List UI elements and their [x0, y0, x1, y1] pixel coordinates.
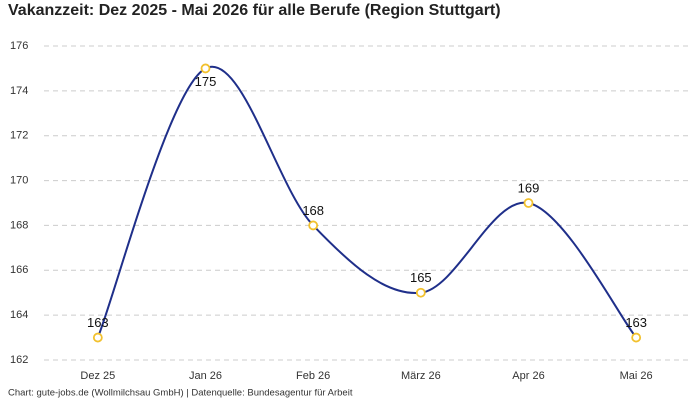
- value-label: 163: [625, 315, 647, 330]
- marker: [200, 63, 211, 74]
- value-label: 165: [410, 270, 432, 285]
- y-tick-label: 168: [10, 219, 28, 231]
- marker: [631, 332, 642, 343]
- value-label: 168: [302, 203, 324, 218]
- x-tick-label: Mai 26: [620, 370, 653, 382]
- y-tick-label: 164: [10, 309, 28, 321]
- marker: [308, 220, 319, 231]
- marker: [415, 287, 426, 298]
- chart-title: Vakanzzeit: Dez 2025 - Mai 2026 für alle…: [8, 2, 501, 19]
- value-label: 163: [87, 315, 109, 330]
- source-note: Chart: gute-jobs.de (Wollmilchsau GmbH) …: [8, 388, 353, 399]
- y-tick-label: 162: [10, 354, 28, 366]
- x-tick-label: Apr 26: [512, 370, 544, 382]
- marker: [523, 198, 534, 208]
- x-tick-label: Feb 26: [296, 370, 330, 382]
- x-tick-label: März 26: [401, 370, 441, 382]
- x-tick-label: Dez 25: [80, 370, 115, 382]
- y-tick-label: 176: [10, 40, 28, 52]
- marker: [92, 332, 103, 343]
- y-tick-label: 170: [10, 174, 28, 186]
- value-label: 169: [518, 180, 540, 195]
- y-tick-label: 172: [10, 130, 28, 142]
- value-label: 175: [195, 74, 217, 89]
- y-tick-label: 174: [10, 85, 28, 97]
- x-tick-label: Jan 26: [189, 370, 222, 382]
- y-tick-label: 166: [10, 264, 28, 276]
- line: [96, 65, 637, 339]
